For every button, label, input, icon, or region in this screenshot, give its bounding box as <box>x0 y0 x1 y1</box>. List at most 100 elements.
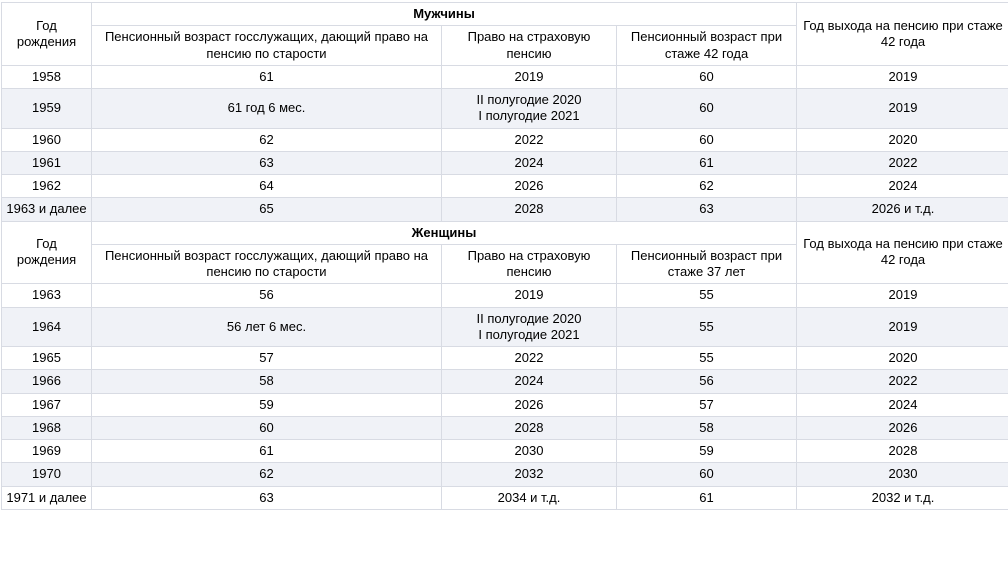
cell-pension-age: 62 <box>92 463 442 486</box>
men-sub-c4: Пенсионный возраст при стаже 42 года <box>617 26 797 66</box>
women-sub-c4: Пенсионный возраст при стаже 37 лет <box>617 244 797 284</box>
cell-insurance-right: 2026 <box>442 175 617 198</box>
cell-pension-age: 64 <box>92 175 442 198</box>
cell-pension-age-service: 59 <box>617 440 797 463</box>
women-header: Год рождения Женщины Год выхода на пенси… <box>2 221 1008 284</box>
cell-exit-year: 2032 и т.д. <box>797 486 1008 509</box>
cell-birth-year: 1961 <box>2 151 92 174</box>
cell-pension-age-service: 58 <box>617 416 797 439</box>
table-row: 1963 и далее652028632026 и т.д. <box>2 198 1008 221</box>
cell-exit-year: 2020 <box>797 128 1008 151</box>
table-row: 1961632024612022 <box>2 151 1008 174</box>
pension-table-wrapper: Год рождения Мужчины Год выхода на пенси… <box>0 0 1008 512</box>
table-row: 1966582024562022 <box>2 370 1008 393</box>
table-row: 195961 год 6 мес.II полугодие 2020I полу… <box>2 89 1008 129</box>
cell-pension-age-service: 60 <box>617 463 797 486</box>
table-row: 1965572022552020 <box>2 347 1008 370</box>
pension-table: Год рождения Мужчины Год выхода на пенси… <box>1 2 1008 510</box>
men-exit-year-header: Год выхода на пенсию при стаже 42 года <box>797 3 1008 66</box>
cell-pension-age: 61 год 6 мес. <box>92 89 442 129</box>
cell-pension-age-service: 62 <box>617 175 797 198</box>
cell-exit-year: 2020 <box>797 347 1008 370</box>
cell-pension-age-service: 55 <box>617 284 797 307</box>
men-sub-c2: Пенсионный возраст госслужащих, дающий п… <box>92 26 442 66</box>
women-group-title: Женщины <box>92 221 797 244</box>
cell-exit-year: 2022 <box>797 151 1008 174</box>
cell-insurance-right: 2022 <box>442 347 617 370</box>
cell-birth-year: 1963 и далее <box>2 198 92 221</box>
cell-insurance-right: 2028 <box>442 416 617 439</box>
table-row: 1967592026572024 <box>2 393 1008 416</box>
cell-pension-age: 58 <box>92 370 442 393</box>
cell-pension-age: 60 <box>92 416 442 439</box>
cell-pension-age-service: 57 <box>617 393 797 416</box>
cell-pension-age-service: 60 <box>617 128 797 151</box>
cell-pension-age: 56 <box>92 284 442 307</box>
cell-birth-year: 1971 и далее <box>2 486 92 509</box>
table-row: 1958612019602019 <box>2 65 1008 88</box>
cell-pension-age: 61 <box>92 65 442 88</box>
cell-insurance-right: 2026 <box>442 393 617 416</box>
cell-exit-year: 2026 и т.д. <box>797 198 1008 221</box>
cell-birth-year: 1962 <box>2 175 92 198</box>
cell-pension-age-service: 61 <box>617 486 797 509</box>
cell-exit-year: 2026 <box>797 416 1008 439</box>
cell-birth-year: 1966 <box>2 370 92 393</box>
cell-pension-age: 61 <box>92 440 442 463</box>
cell-pension-age-service: 61 <box>617 151 797 174</box>
cell-birth-year: 1960 <box>2 128 92 151</box>
cell-exit-year: 2022 <box>797 370 1008 393</box>
cell-pension-age: 59 <box>92 393 442 416</box>
women-exit-year-header: Год выхода на пенсию при стаже 42 года <box>797 221 1008 284</box>
women-body: 1963562019552019196456 лет 6 мес.II полу… <box>2 284 1008 510</box>
cell-exit-year: 2028 <box>797 440 1008 463</box>
women-sub-c3: Право на страховую пенсию <box>442 244 617 284</box>
table-row: 1960622022602020 <box>2 128 1008 151</box>
cell-birth-year: 1959 <box>2 89 92 129</box>
cell-pension-age: 56 лет 6 мес. <box>92 307 442 347</box>
cell-birth-year: 1964 <box>2 307 92 347</box>
cell-pension-age: 63 <box>92 151 442 174</box>
men-header: Год рождения Мужчины Год выхода на пенси… <box>2 3 1008 66</box>
cell-insurance-right: 2022 <box>442 128 617 151</box>
cell-insurance-right: 2024 <box>442 370 617 393</box>
table-row: 1963562019552019 <box>2 284 1008 307</box>
cell-pension-age-service: 60 <box>617 65 797 88</box>
cell-exit-year: 2019 <box>797 89 1008 129</box>
men-sub-c3: Право на страховую пенсию <box>442 26 617 66</box>
cell-pension-age-service: 60 <box>617 89 797 129</box>
cell-exit-year: 2030 <box>797 463 1008 486</box>
cell-insurance-right: 2019 <box>442 284 617 307</box>
cell-birth-year: 1965 <box>2 347 92 370</box>
cell-exit-year: 2019 <box>797 307 1008 347</box>
cell-exit-year: 2019 <box>797 284 1008 307</box>
cell-exit-year: 2024 <box>797 393 1008 416</box>
cell-birth-year: 1969 <box>2 440 92 463</box>
table-row: 1970622032602030 <box>2 463 1008 486</box>
men-group-title: Мужчины <box>92 3 797 26</box>
men-body: 1958612019602019195961 год 6 мес.II полу… <box>2 65 1008 221</box>
cell-pension-age-service: 63 <box>617 198 797 221</box>
cell-pension-age: 65 <box>92 198 442 221</box>
cell-exit-year: 2019 <box>797 65 1008 88</box>
cell-insurance-right: II полугодие 2020I полугодие 2021 <box>442 307 617 347</box>
cell-insurance-right: 2032 <box>442 463 617 486</box>
cell-pension-age-service: 55 <box>617 347 797 370</box>
cell-insurance-right: 2034 и т.д. <box>442 486 617 509</box>
cell-insurance-right: 2028 <box>442 198 617 221</box>
table-row: 1971 и далее632034 и т.д.612032 и т.д. <box>2 486 1008 509</box>
men-birth-year-header: Год рождения <box>2 3 92 66</box>
cell-insurance-right: 2030 <box>442 440 617 463</box>
cell-insurance-right: 2019 <box>442 65 617 88</box>
table-row: 1968602028582026 <box>2 416 1008 439</box>
cell-exit-year: 2024 <box>797 175 1008 198</box>
cell-pension-age: 57 <box>92 347 442 370</box>
cell-insurance-right: II полугодие 2020I полугодие 2021 <box>442 89 617 129</box>
cell-birth-year: 1968 <box>2 416 92 439</box>
cell-pension-age: 62 <box>92 128 442 151</box>
cell-birth-year: 1967 <box>2 393 92 416</box>
cell-birth-year: 1970 <box>2 463 92 486</box>
cell-birth-year: 1958 <box>2 65 92 88</box>
table-row: 196456 лет 6 мес.II полугодие 2020I полу… <box>2 307 1008 347</box>
cell-insurance-right: 2024 <box>442 151 617 174</box>
